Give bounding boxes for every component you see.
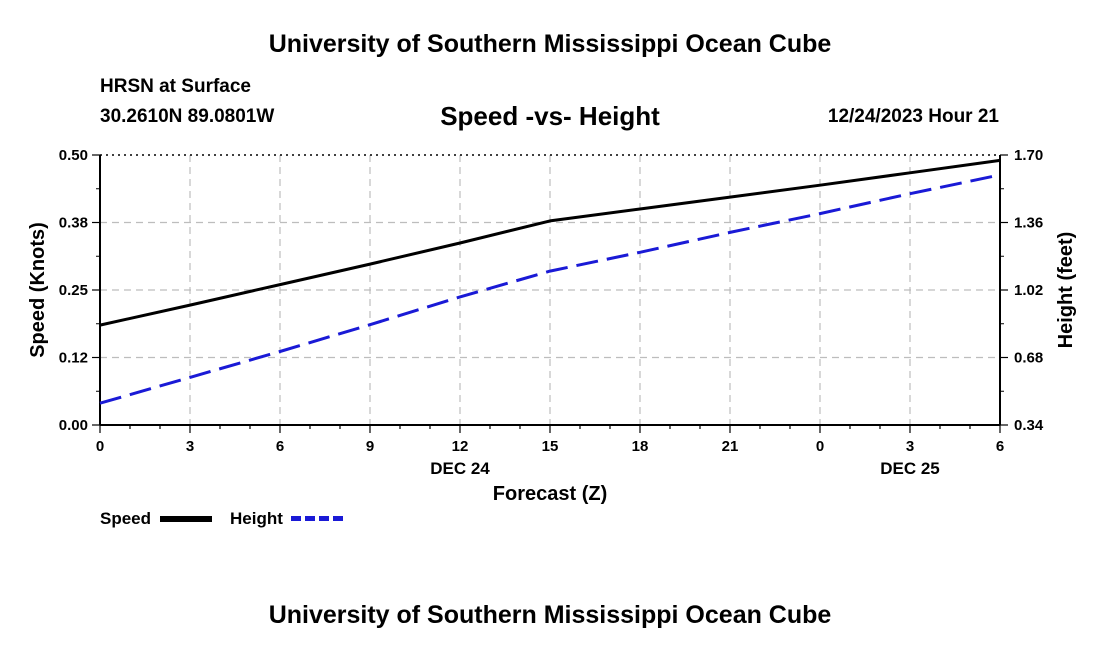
- y-tick-label: 0.25: [59, 282, 88, 299]
- legend-speed-line: [160, 516, 212, 522]
- x-tick-label: 3: [186, 438, 194, 455]
- y2-tick-label: 1.02: [1014, 282, 1043, 299]
- y-axis-label: Speed (Knots): [27, 222, 49, 358]
- chart-title: Speed -vs- Height: [440, 101, 660, 131]
- x-tick-label: 3: [906, 438, 914, 455]
- x-tick-label: 21: [722, 438, 739, 455]
- series: [99, 158, 1001, 405]
- station-label: HRSN at Surface: [100, 76, 251, 97]
- station-coords: 30.2610N 89.0801W: [100, 106, 275, 127]
- y2-tick-label: 0.68: [1014, 350, 1043, 367]
- series-line-height: [99, 173, 1001, 405]
- y2-tick-label: 1.70: [1014, 147, 1043, 164]
- y2-axis-label: Height (feet): [1055, 232, 1077, 349]
- grid: [100, 155, 1000, 425]
- x-date-label: DEC 24: [430, 459, 490, 478]
- x-tick-label: 6: [276, 438, 284, 455]
- tick-labels: 0 3 6 9 12 15 18 21 0 3 6 DEC 24 DEC 25 0.00 0.12 0.25 0…: [59, 147, 1044, 478]
- footer-title: University of Southern Mississippi Ocean…: [268, 601, 832, 629]
- x-tick-label: 6: [996, 438, 1004, 455]
- series-line-speed: [99, 158, 1001, 327]
- x-date-label: DEC 25: [880, 459, 940, 478]
- y-tick-label: 0.00: [59, 417, 88, 434]
- x-axis-label: Forecast (Z): [493, 483, 607, 505]
- x-tick-label: 0: [816, 438, 824, 455]
- x-tick-label: 15: [542, 438, 559, 455]
- y-tick-label: 0.50: [59, 147, 88, 164]
- y-tick-label: 0.12: [59, 350, 88, 367]
- x-tick-label: 0: [96, 438, 104, 455]
- x-tick-label: 18: [632, 438, 649, 455]
- axes: [92, 154, 1008, 433]
- legend-height-line: [291, 516, 343, 521]
- forecast-datetime: 12/24/2023 Hour 21: [827, 106, 999, 127]
- x-tick-label: 9: [366, 438, 374, 455]
- y-tick-label: 0.38: [59, 215, 88, 232]
- page-title: University of Southern Mississippi Ocean…: [268, 30, 832, 58]
- y2-tick-label: 0.34: [1014, 417, 1044, 434]
- y2-tick-label: 1.36: [1014, 215, 1043, 232]
- legend-height-label: Height: [230, 509, 283, 528]
- legend-speed-label: Speed: [100, 509, 152, 528]
- x-tick-label: 12: [452, 438, 469, 455]
